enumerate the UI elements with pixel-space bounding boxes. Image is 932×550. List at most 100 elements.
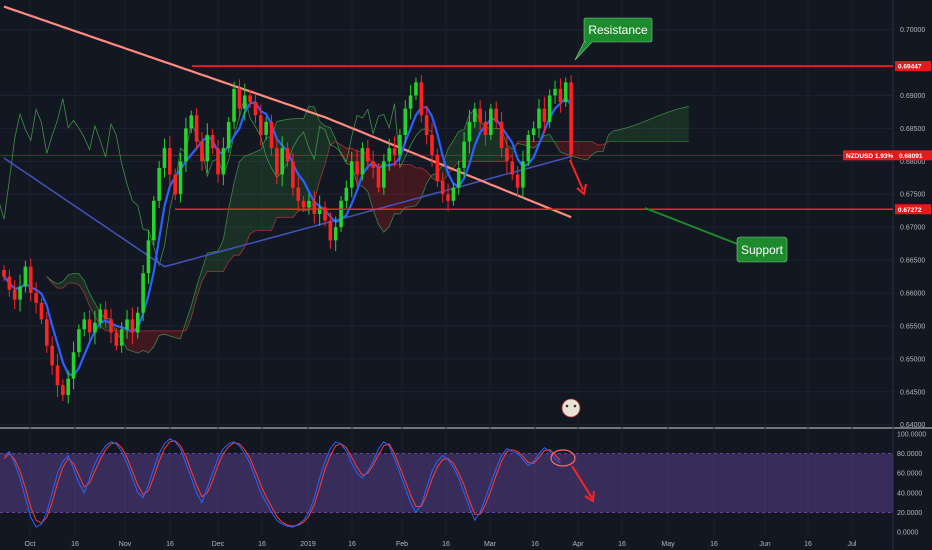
candle-body xyxy=(328,220,333,241)
candle-body xyxy=(456,167,461,188)
stoch-down-arrow-head xyxy=(584,490,595,503)
stochastic-panel xyxy=(0,438,893,528)
candle-body xyxy=(200,141,204,162)
cloud-segment xyxy=(137,330,144,354)
price-down-arrow xyxy=(569,159,584,191)
last-price-tag: 0.68091 xyxy=(899,153,923,160)
cloud-segment xyxy=(544,134,550,142)
cloud-segment xyxy=(207,252,213,272)
candle-body xyxy=(114,332,119,346)
candle-body xyxy=(505,148,509,162)
cloud-segment xyxy=(212,251,218,272)
candle-body xyxy=(489,108,493,135)
cloud-segment xyxy=(255,149,261,231)
cloud-segment xyxy=(560,141,566,154)
time-tick-label: 16 xyxy=(166,541,174,548)
candle-body xyxy=(494,108,498,122)
candle-body xyxy=(162,148,167,168)
cloud-segment xyxy=(351,148,358,185)
candle-body xyxy=(398,134,402,155)
time-tick-label: May xyxy=(661,541,675,548)
price-tick-label: 0.65000 xyxy=(900,356,925,363)
cloud-segment xyxy=(640,120,646,142)
support-price-tag-box xyxy=(895,204,931,215)
candle-body xyxy=(499,121,504,149)
cloud-segment xyxy=(84,280,90,307)
time-tick-label: 16 xyxy=(442,541,450,548)
cloud-segment xyxy=(426,171,432,184)
candle-body xyxy=(473,108,477,122)
candle-body xyxy=(98,309,103,323)
candle-body xyxy=(34,293,38,303)
candle-body xyxy=(435,154,440,182)
candle-body xyxy=(553,88,557,96)
cloud-segment xyxy=(185,305,192,331)
price-tick-label: 0.68000 xyxy=(900,159,925,166)
candle-body xyxy=(109,319,113,333)
cloud-segment xyxy=(330,127,336,145)
cloud-segment xyxy=(629,125,636,142)
cloud-segment xyxy=(218,239,224,272)
candle-body xyxy=(280,148,284,175)
candle-body xyxy=(430,134,434,155)
annotations: Resistance Support xyxy=(550,17,788,503)
levels xyxy=(0,65,893,211)
candle-body xyxy=(285,148,290,162)
candle-body xyxy=(157,167,161,201)
candle-body xyxy=(253,102,258,116)
candle-body xyxy=(237,88,242,109)
cloud-segment xyxy=(234,161,240,256)
candle-body xyxy=(232,88,236,122)
candle-body xyxy=(510,161,515,175)
candle-body xyxy=(424,115,429,135)
stoch-tick-label: 80.0000 xyxy=(897,451,922,458)
time-tick-label: Mar xyxy=(484,541,497,548)
price-tick-label: 0.69000 xyxy=(900,93,925,100)
cloud-segment xyxy=(453,131,459,168)
candle-body xyxy=(87,319,92,333)
price-tick-label: 0.66500 xyxy=(900,258,925,265)
candle-body xyxy=(7,276,12,290)
cloud-segment xyxy=(421,167,427,198)
candle-body xyxy=(515,174,520,188)
candle-body xyxy=(178,161,183,195)
candle-body xyxy=(210,134,215,149)
candle-body xyxy=(130,319,135,333)
candle-body xyxy=(382,161,386,188)
cloud-segment xyxy=(250,151,256,234)
cloud-segment xyxy=(667,110,673,142)
candle-body xyxy=(77,329,81,353)
time-tick-label: Nov xyxy=(119,541,132,548)
candle-body xyxy=(462,141,466,168)
cloud-segment xyxy=(346,148,352,166)
cloud-segment xyxy=(314,106,320,201)
cloud-segment xyxy=(678,107,684,142)
candle-body xyxy=(216,148,220,175)
time-tick-label: 16 xyxy=(348,541,356,548)
price-tick-label: 0.65500 xyxy=(900,323,925,330)
support-callout-bubble xyxy=(736,236,788,263)
cloud-segment xyxy=(635,123,641,142)
candle-body xyxy=(71,352,76,379)
candle-body xyxy=(467,121,472,142)
stoch-tick-label: 100.0000 xyxy=(897,432,926,439)
cloud-segment xyxy=(260,137,267,231)
time-tick-label: Feb xyxy=(396,541,408,548)
support-callout-label: Support xyxy=(741,243,784,257)
cloud-segment xyxy=(148,330,154,353)
candle-body xyxy=(547,95,552,122)
sticker-icon xyxy=(561,398,581,418)
price-tick-label: 0.68500 xyxy=(900,126,925,133)
axes: 0.70000 0.69000 0.68500 0.68000 0.67500 0.670… xyxy=(25,27,932,548)
resistance-callout-label: Resistance xyxy=(588,23,648,37)
cloud-segment xyxy=(308,105,315,211)
cloud-segment xyxy=(410,164,416,207)
candles xyxy=(2,75,573,404)
candle-body xyxy=(264,121,268,135)
candle-body xyxy=(419,82,424,116)
cloud-segment xyxy=(196,269,202,298)
cloud-segment xyxy=(62,274,69,289)
time-tick-label: 2019 xyxy=(300,541,316,548)
